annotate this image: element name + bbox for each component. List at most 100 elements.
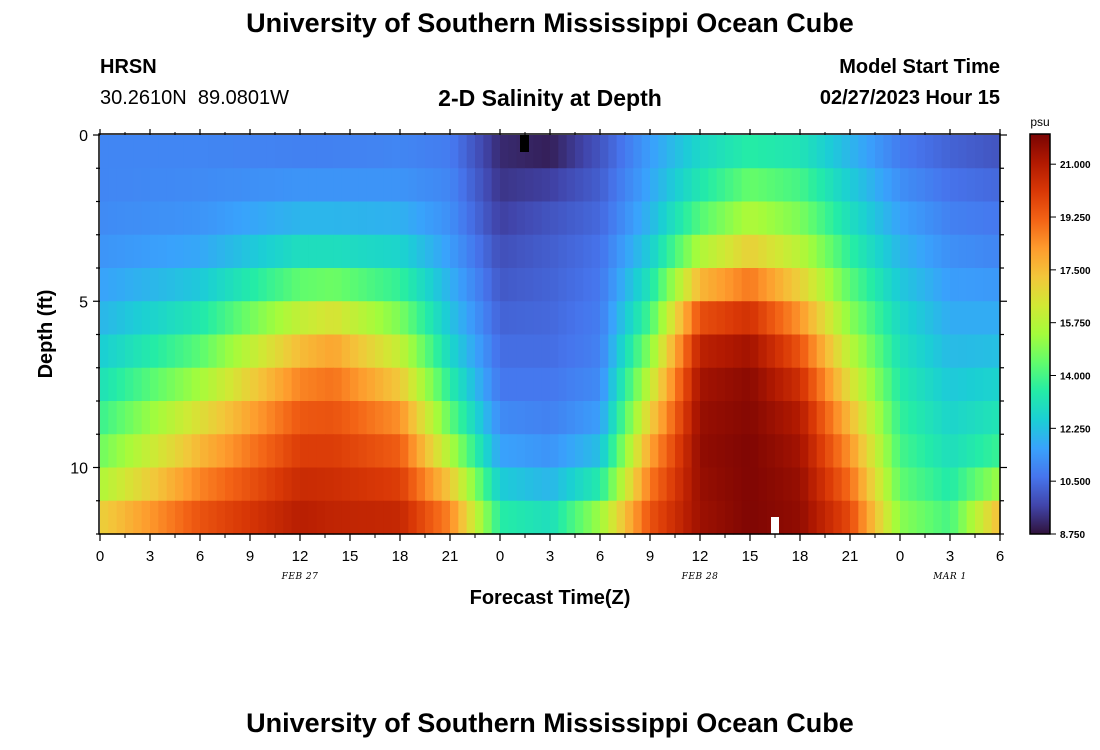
heatmap-cell	[891, 467, 901, 502]
heatmap-cell	[350, 500, 359, 535]
heatmap-cell	[850, 268, 859, 302]
heatmap-cell	[975, 334, 984, 369]
heatmap-cell	[808, 367, 818, 402]
heatmap-cell	[675, 135, 684, 169]
heatmap-cell	[508, 234, 518, 269]
heatmap-cell	[775, 367, 784, 402]
heatmap-cell	[808, 401, 818, 435]
heatmap-cell	[608, 201, 618, 236]
heatmap-cell	[116, 268, 126, 302]
heatmap-cell	[658, 500, 668, 535]
x-tick-label: 12	[292, 548, 309, 565]
heatmap-cell	[616, 401, 626, 435]
heatmap-cell	[291, 334, 301, 369]
heatmap-cell	[691, 135, 701, 169]
heatmap-cell	[983, 367, 993, 402]
heatmap-cell	[950, 234, 959, 269]
heatmap-cell	[491, 168, 501, 203]
heatmap-cell	[958, 135, 968, 169]
heatmap-cell	[475, 301, 484, 336]
heatmap-cell	[108, 367, 118, 402]
heatmap-cell	[750, 268, 759, 302]
heatmap-cell	[950, 401, 959, 435]
heatmap-cell	[716, 168, 726, 203]
heatmap-cell	[425, 268, 434, 302]
heatmap-cell	[600, 434, 609, 469]
heatmap-cell	[516, 367, 526, 402]
heatmap-cell	[441, 500, 451, 535]
heatmap-cell	[675, 401, 684, 435]
heatmap-cell	[400, 401, 409, 435]
heatmap-cell	[491, 268, 501, 302]
heatmap-cell	[116, 500, 126, 535]
heatmap-cell	[583, 234, 593, 269]
heatmap-cell	[891, 500, 901, 535]
heatmap-cell	[266, 334, 276, 369]
heatmap-cell	[808, 467, 818, 502]
heatmap-cell	[608, 500, 618, 535]
heatmap-cell	[100, 301, 109, 336]
heatmap-cell	[958, 500, 968, 535]
heatmap-cell	[533, 334, 543, 369]
heatmap-cell	[391, 268, 401, 302]
heatmap-cell	[458, 234, 468, 269]
heatmap-cell	[675, 268, 684, 302]
heatmap-cell	[183, 467, 193, 502]
heatmap-cell	[541, 234, 551, 269]
heatmap-cell	[166, 201, 176, 236]
heatmap-cell	[425, 168, 434, 203]
heatmap-cell	[375, 467, 384, 502]
heatmap-cell	[666, 467, 676, 502]
heatmap-cell	[966, 201, 976, 236]
model-start-value: 02/27/2023 Hour 15	[819, 87, 1000, 109]
heatmap-cell	[291, 201, 301, 236]
heatmap-cell	[683, 401, 693, 435]
heatmap-cell	[916, 301, 926, 336]
heatmap-cell	[450, 168, 459, 203]
x-tick-label: 12	[692, 548, 709, 565]
station-id: HRSN	[100, 56, 157, 78]
heatmap-cell	[858, 234, 868, 269]
heatmap-cell	[983, 168, 993, 203]
heatmap-cell	[766, 268, 776, 302]
heatmap-cell	[833, 367, 843, 402]
heatmap-cell	[308, 268, 318, 302]
heatmap-cell	[633, 434, 643, 469]
heatmap-cell	[458, 168, 468, 203]
x-tick-label: 0	[96, 548, 104, 565]
heatmap-cell	[625, 135, 634, 169]
heatmap-cell	[200, 334, 209, 369]
heatmap-cell	[450, 367, 459, 402]
heatmap-cell	[391, 401, 401, 435]
heatmap-cell	[991, 467, 1001, 502]
heatmap-cell	[550, 500, 559, 535]
heatmap-cell	[500, 135, 509, 169]
heatmap-cell	[141, 301, 151, 336]
heatmap-cell	[100, 268, 109, 302]
heatmap-cell	[116, 168, 126, 203]
heatmap-cell	[266, 168, 276, 203]
heatmap-cell	[716, 268, 726, 302]
x-tick-label: 15	[742, 548, 759, 565]
date-label: FEB 28	[681, 572, 719, 582]
heatmap-cell	[500, 301, 509, 336]
heatmap-cell	[316, 401, 326, 435]
heatmap-cell	[225, 334, 234, 369]
heatmap-cell	[375, 234, 384, 269]
heatmap-cell	[141, 434, 151, 469]
heatmap-cell	[233, 201, 243, 236]
heatmap-cell	[766, 201, 776, 236]
heatmap-cell	[775, 201, 784, 236]
heatmap-cell	[941, 334, 951, 369]
heatmap-cell	[533, 201, 543, 236]
heatmap-cell	[291, 500, 301, 535]
heatmap-cell	[566, 135, 576, 169]
heatmap-cell	[333, 135, 343, 169]
heatmap-cell	[333, 268, 343, 302]
heatmap-cell	[341, 401, 351, 435]
heatmap-cell	[175, 268, 184, 302]
heatmap-cell	[341, 201, 351, 236]
heatmap-cell	[891, 401, 901, 435]
x-tick-label: 6	[996, 548, 1004, 565]
heatmap-cell	[816, 234, 826, 269]
